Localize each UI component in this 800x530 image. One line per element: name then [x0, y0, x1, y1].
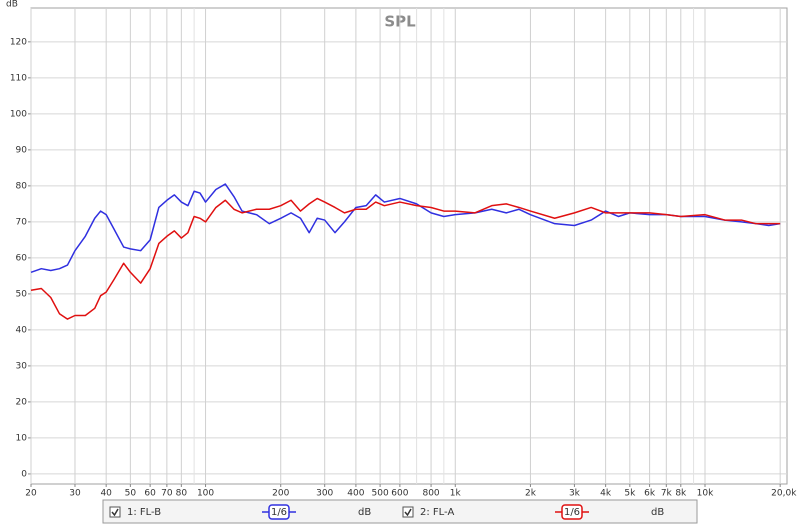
legend [102, 499, 698, 524]
x-tick-label: 20 [25, 489, 37, 499]
x-tick-label: 60 [144, 489, 156, 499]
y-tick-label: 0 [21, 469, 27, 479]
x-tick-label: 3k [569, 489, 581, 499]
series-line [30, 197, 781, 320]
y-tick-label: 110 [10, 73, 27, 83]
legend-name: 2: FL-A [420, 507, 454, 518]
y-tick-label: 100 [10, 109, 27, 119]
y-tick-label: 80 [16, 181, 28, 191]
x-tick-label: 50 [125, 489, 137, 499]
smoothing-label: 1/6 [271, 507, 287, 518]
x-tick-label: 40 [100, 489, 112, 499]
legend-checkbox[interactable] [109, 506, 121, 518]
x-tick-label: 1k [450, 489, 462, 499]
y-tick-label: 30 [16, 361, 28, 371]
smoothing-box[interactable] [268, 504, 290, 520]
smoothing-box[interactable] [561, 504, 583, 520]
y-tick-label: 60 [16, 253, 28, 263]
x-tick-label: 5k [624, 489, 636, 499]
x-tick-label: 30 [69, 489, 81, 499]
smoothing-label: 1/6 [564, 507, 580, 518]
x-tick-label: 20,0k Hz [771, 489, 800, 499]
checkbox-check [111, 508, 119, 517]
series-line [30, 183, 781, 273]
y-tick-label: 70 [16, 217, 28, 227]
legend-unit: dB [651, 507, 664, 518]
legend-checkbox[interactable] [402, 506, 414, 518]
x-tick-label: 300 [316, 489, 333, 499]
x-tick-label: 70 [161, 489, 173, 499]
x-tick-label: 4k [600, 489, 612, 499]
x-tick-label: 8k [675, 489, 687, 499]
x-tick-label: 7k [661, 489, 673, 499]
x-tick-label: 800 [422, 489, 439, 499]
legend-unit: dB [358, 507, 371, 518]
y-tick-label: 10 [16, 433, 28, 443]
y-tick-label: 20 [16, 397, 28, 407]
x-tick-label: 600 [391, 489, 408, 499]
x-tick-label: 80 [176, 489, 188, 499]
legend-name: 1: FL-B [127, 507, 161, 518]
plot-area [30, 7, 788, 485]
x-tick-label: 10k [697, 489, 714, 499]
y-tick-label: 120 [10, 37, 27, 47]
y-tick-label: 90 [16, 145, 28, 155]
y-tick-label: 50 [16, 289, 28, 299]
x-tick-label: 400 [347, 489, 364, 499]
x-tick-label: 200 [272, 489, 289, 499]
x-tick-label: 500 [372, 489, 389, 499]
y-tick-label: 40 [16, 325, 28, 335]
x-tick-label: 100 [197, 489, 214, 499]
x-tick-label: 6k [644, 489, 656, 499]
x-tick-label: 2k [525, 489, 537, 499]
y-axis-label: dB [6, 0, 18, 10]
checkbox-check [404, 508, 412, 517]
